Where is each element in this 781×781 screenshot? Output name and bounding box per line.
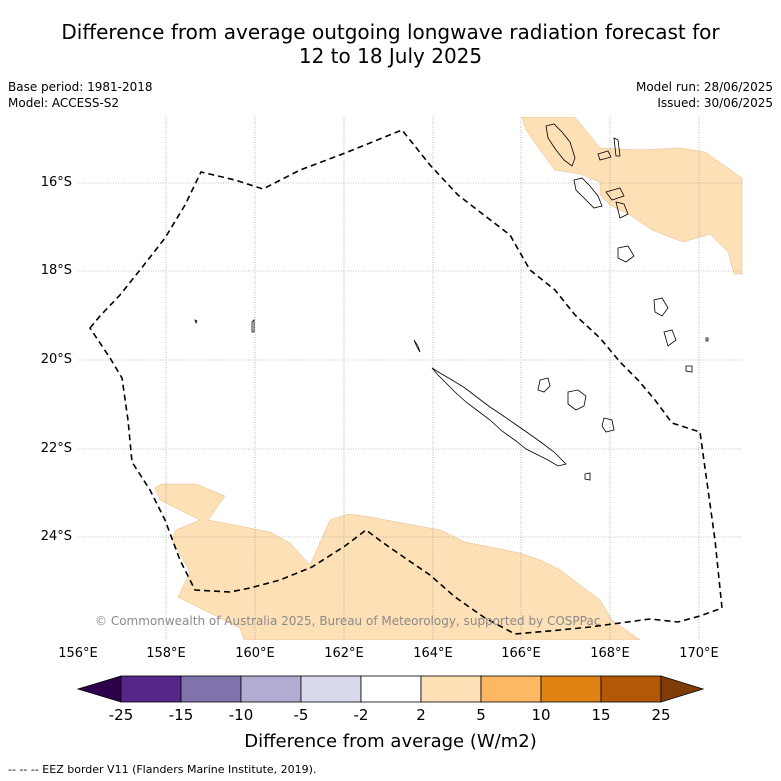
isle-of-pines <box>584 472 591 481</box>
lat-label-20s: 20°S <box>40 352 72 367</box>
lat-label-18s: 18°S <box>40 263 72 278</box>
lon-label-168e: 168°E <box>590 646 630 661</box>
colorbar <box>76 675 705 703</box>
colorbar-swatch <box>540 675 602 703</box>
anomaly-region-south <box>154 483 641 640</box>
coastlines <box>194 123 709 481</box>
espiritu-santo <box>545 123 576 167</box>
anomaly-shading <box>154 117 743 640</box>
eez-border <box>89 129 723 635</box>
loyalty-island-lifou <box>567 389 587 411</box>
colorbar-title: Difference from average (W/m2) <box>244 731 537 752</box>
issued-date: Issued: 30/06/2025 <box>657 96 773 110</box>
vanuatu-island-efate <box>615 201 629 219</box>
new-caledonia-grande-terre <box>431 367 567 467</box>
colorbar-tick-label: -25 <box>108 706 134 724</box>
title-line-1: Difference from average outgoing longwav… <box>61 20 720 44</box>
eez-legend-footer: -- -- -- EEZ border V11 (Flanders Marine… <box>8 763 317 776</box>
vanuatu-island-ambrym <box>597 150 612 161</box>
colorbar-tick-label: 25 <box>651 706 671 724</box>
colorbar-tick-label: -15 <box>168 706 194 724</box>
lon-label-156e: 156°E <box>58 646 98 661</box>
vanuatu-island-erromango <box>617 245 635 263</box>
meta-right: Model run: 28/06/2025 Issued: 30/06/2025 <box>636 79 773 111</box>
colorbar-swatch <box>240 675 302 703</box>
lon-label-162e: 162°E <box>324 646 364 661</box>
lat-label-22s: 22°S <box>40 441 72 456</box>
model-run: Model run: 28/06/2025 <box>635 80 773 94</box>
colorbar-tick-label: 15 <box>591 706 611 724</box>
belep-islands <box>413 339 421 353</box>
colorbar-tick-label: -5 <box>293 706 309 724</box>
colorbar-tick-label: -10 <box>228 706 254 724</box>
title-line-2: 12 to 18 July 2025 <box>298 44 483 68</box>
lon-label-166e: 166°E <box>501 646 541 661</box>
colorbar-tick-label: 10 <box>531 706 551 724</box>
colorbar-swatch <box>600 675 662 703</box>
island-hunter <box>705 337 709 342</box>
colorbar-swatch <box>300 675 362 703</box>
map-panel <box>78 117 743 640</box>
loyalty-island-mare <box>601 417 615 433</box>
lon-label-164e: 164°E <box>413 646 453 661</box>
colorbar-swatch <box>180 675 242 703</box>
lon-label-160e: 160°E <box>235 646 275 661</box>
model-name: Model: ACCESS-S2 <box>8 96 120 110</box>
colorbar-tick-label: 5 <box>476 706 486 724</box>
lat-label-24s: 24°S <box>40 529 72 544</box>
vanuatu-island-malekula <box>573 177 603 209</box>
copyright-notice: © Commonwealth of Australia 2025, Bureau… <box>95 614 601 628</box>
meta-left: Base period: 1981-2018 Model: ACCESS-S2 <box>8 79 153 111</box>
colorbar-swatch <box>420 675 482 703</box>
map-title: Difference from average outgoing longwav… <box>20 20 761 68</box>
colorbar-swatch <box>120 675 182 703</box>
vanuatu-island-maewo <box>613 137 621 157</box>
colorbar-tick-label: -2 <box>353 706 369 724</box>
anomaly-region-northeast <box>521 117 743 275</box>
lat-label-16s: 16°S <box>40 175 72 190</box>
lon-label-158e: 158°E <box>146 646 186 661</box>
lon-label-170e: 170°E <box>679 646 719 661</box>
vanuatu-island-tanna <box>653 297 669 317</box>
island-matthew <box>685 365 693 373</box>
island-west-1 <box>251 319 255 333</box>
gridlines <box>78 117 743 640</box>
colorbar-extend-high <box>660 675 705 703</box>
vanuatu-island-aneityum <box>663 329 677 347</box>
colorbar-tick-label: 2 <box>416 706 426 724</box>
colorbar-swatch <box>480 675 542 703</box>
colorbar-swatch <box>360 675 422 703</box>
colorbar-extend-low <box>76 675 122 703</box>
base-period: Base period: 1981-2018 <box>8 80 153 94</box>
vanuatu-island-epi <box>605 187 625 201</box>
island-west-2 <box>194 319 198 325</box>
loyalty-island-ouvea <box>537 377 551 393</box>
